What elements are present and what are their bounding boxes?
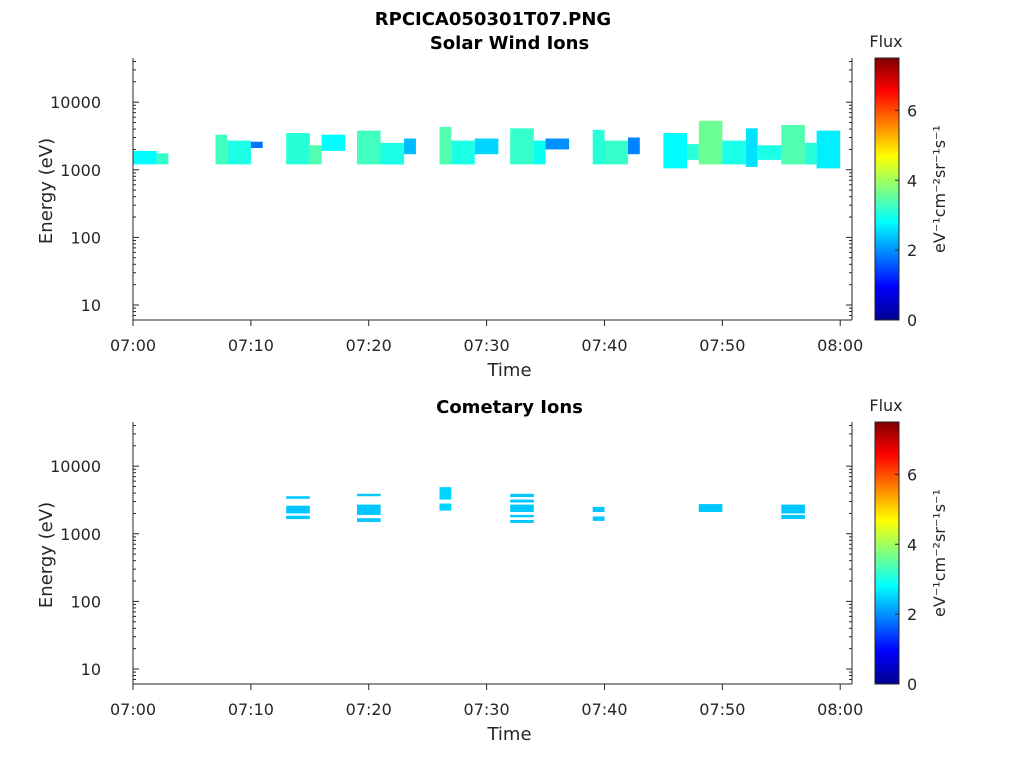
colorbar-tick-label: 6 bbox=[907, 465, 917, 484]
x-tick-label: 07:00 bbox=[110, 700, 156, 719]
colorbar-tick-label: 0 bbox=[907, 675, 917, 694]
y-tick-label: 100 bbox=[70, 228, 101, 247]
y-tick-label: 100 bbox=[70, 592, 101, 611]
spectrogram-cell bbox=[357, 504, 381, 515]
spectrogram-cell bbox=[227, 140, 251, 165]
spectrogram-cell bbox=[510, 514, 534, 518]
panel-title: Cometary Ions bbox=[436, 397, 583, 418]
spectrogram-cell bbox=[451, 140, 475, 165]
panel-title: Solar Wind Ions bbox=[430, 33, 589, 54]
spectrogram-cell bbox=[380, 142, 405, 165]
spectrogram-cells bbox=[286, 487, 805, 523]
spectrogram-cell bbox=[722, 140, 746, 165]
spectrogram-cell bbox=[439, 503, 452, 511]
x-tick-label: 07:30 bbox=[464, 336, 510, 355]
spectrogram-cell bbox=[628, 137, 640, 155]
spectrogram-cells bbox=[133, 120, 841, 169]
spectrogram-cell bbox=[510, 504, 534, 512]
spectrogram-cell bbox=[321, 134, 346, 151]
spectrogram-cell bbox=[698, 120, 723, 165]
spectrogram-cell bbox=[533, 140, 546, 165]
spectrogram-cell bbox=[309, 145, 322, 165]
x-axis-label: Time bbox=[486, 724, 531, 745]
spectrogram-cell bbox=[286, 505, 310, 514]
colorbar-frame bbox=[874, 57, 900, 321]
spectrogram-cell bbox=[592, 516, 605, 521]
colorbar bbox=[875, 422, 899, 684]
spectrogram-cell bbox=[133, 150, 157, 165]
colorbar-title: Flux bbox=[869, 32, 902, 51]
spectrogram-cell bbox=[781, 504, 805, 514]
x-tick-label: 07:10 bbox=[228, 336, 274, 355]
y-tick-label: 10000 bbox=[50, 457, 101, 476]
figure-title: RPCICA050301T07.PNG bbox=[375, 9, 611, 30]
y-tick-label: 10000 bbox=[50, 93, 101, 112]
spectrogram-cell bbox=[510, 499, 534, 503]
spectrogram-cell bbox=[804, 142, 817, 165]
colorbar-tick-label: 6 bbox=[907, 101, 917, 120]
x-tick-label: 07:20 bbox=[346, 336, 392, 355]
y-tick-label: 1000 bbox=[60, 161, 101, 180]
spectrogram-cell bbox=[592, 506, 605, 512]
colorbar-tick-label: 4 bbox=[907, 535, 917, 554]
y-tick-label: 10 bbox=[81, 660, 101, 679]
spectrogram-cell bbox=[698, 504, 723, 512]
spectrogram-cell bbox=[286, 515, 310, 520]
panel-2: Cometary Ions 07:00 07:10 07:20 07:30 07:40 07… bbox=[36, 396, 949, 745]
x-tick-label: 07:30 bbox=[464, 700, 510, 719]
colorbar-tick-label: 0 bbox=[907, 311, 917, 330]
spectrogram-cell bbox=[510, 128, 534, 165]
spectrogram-cell bbox=[404, 138, 416, 155]
y-axis-label: Energy (eV) bbox=[36, 138, 57, 244]
y-axis-label: Energy (eV) bbox=[36, 502, 57, 608]
spectrogram-cell bbox=[439, 487, 452, 500]
x-tick-label: 07:00 bbox=[110, 336, 156, 355]
spectrogram-cell bbox=[357, 518, 381, 522]
spectrogram-cell bbox=[510, 493, 534, 497]
x-tick-label: 07:40 bbox=[581, 336, 627, 355]
spectrogram-cell bbox=[474, 138, 499, 155]
spectrogram-cell bbox=[781, 514, 805, 519]
spectrogram-cell bbox=[545, 138, 570, 150]
spectrogram-cell bbox=[604, 140, 629, 165]
y-tick-label: 1000 bbox=[60, 525, 101, 544]
spectrogram-cell bbox=[510, 520, 534, 523]
spectrogram-cell bbox=[687, 144, 699, 160]
spectrogram-cell bbox=[215, 134, 228, 165]
x-tick-label: 08:00 bbox=[817, 700, 863, 719]
spectrogram-cell bbox=[357, 493, 381, 497]
colorbar-unit-label: eV⁻¹cm⁻²sr⁻¹s⁻¹ bbox=[930, 489, 949, 617]
spectrogram-cell bbox=[757, 145, 782, 160]
x-tick-label: 07:50 bbox=[699, 336, 745, 355]
colorbar-title: Flux bbox=[869, 396, 902, 415]
x-tick-label: 07:40 bbox=[581, 700, 627, 719]
spectrogram-cell bbox=[439, 126, 452, 165]
x-tick-label: 07:20 bbox=[346, 700, 392, 719]
spectrogram-cell bbox=[592, 129, 605, 165]
colorbar-unit-label: eV⁻¹cm⁻²sr⁻¹s⁻¹ bbox=[930, 125, 949, 253]
x-axis-label: Time bbox=[486, 360, 531, 381]
spectrogram-cell bbox=[156, 153, 169, 165]
y-tick-label: 10 bbox=[81, 296, 101, 315]
x-tick-label: 07:10 bbox=[228, 700, 274, 719]
spectrogram-cell bbox=[781, 125, 805, 165]
spectrogram-cell bbox=[250, 141, 263, 148]
colorbar bbox=[875, 58, 899, 320]
spectrogram-cell bbox=[286, 496, 310, 499]
spectrogram-cell bbox=[745, 128, 758, 167]
spectrogram-cell bbox=[286, 133, 310, 165]
panel-1: Solar Wind Ions 07:00 07:10 07:20 07:30 07:40… bbox=[36, 32, 949, 381]
colorbar-tick-label: 2 bbox=[907, 605, 917, 624]
spectrogram-cell bbox=[357, 130, 381, 165]
spectrogram-cell bbox=[816, 130, 841, 169]
spectrogram-cell bbox=[663, 133, 687, 169]
colorbar-frame bbox=[874, 421, 900, 685]
colorbar-tick-label: 2 bbox=[907, 241, 917, 260]
x-tick-label: 07:50 bbox=[699, 700, 745, 719]
panels: Solar Wind Ions 07:00 07:10 07:20 07:30 07:40… bbox=[36, 32, 949, 745]
colorbar-tick-label: 4 bbox=[907, 171, 917, 190]
x-tick-label: 08:00 bbox=[817, 336, 863, 355]
